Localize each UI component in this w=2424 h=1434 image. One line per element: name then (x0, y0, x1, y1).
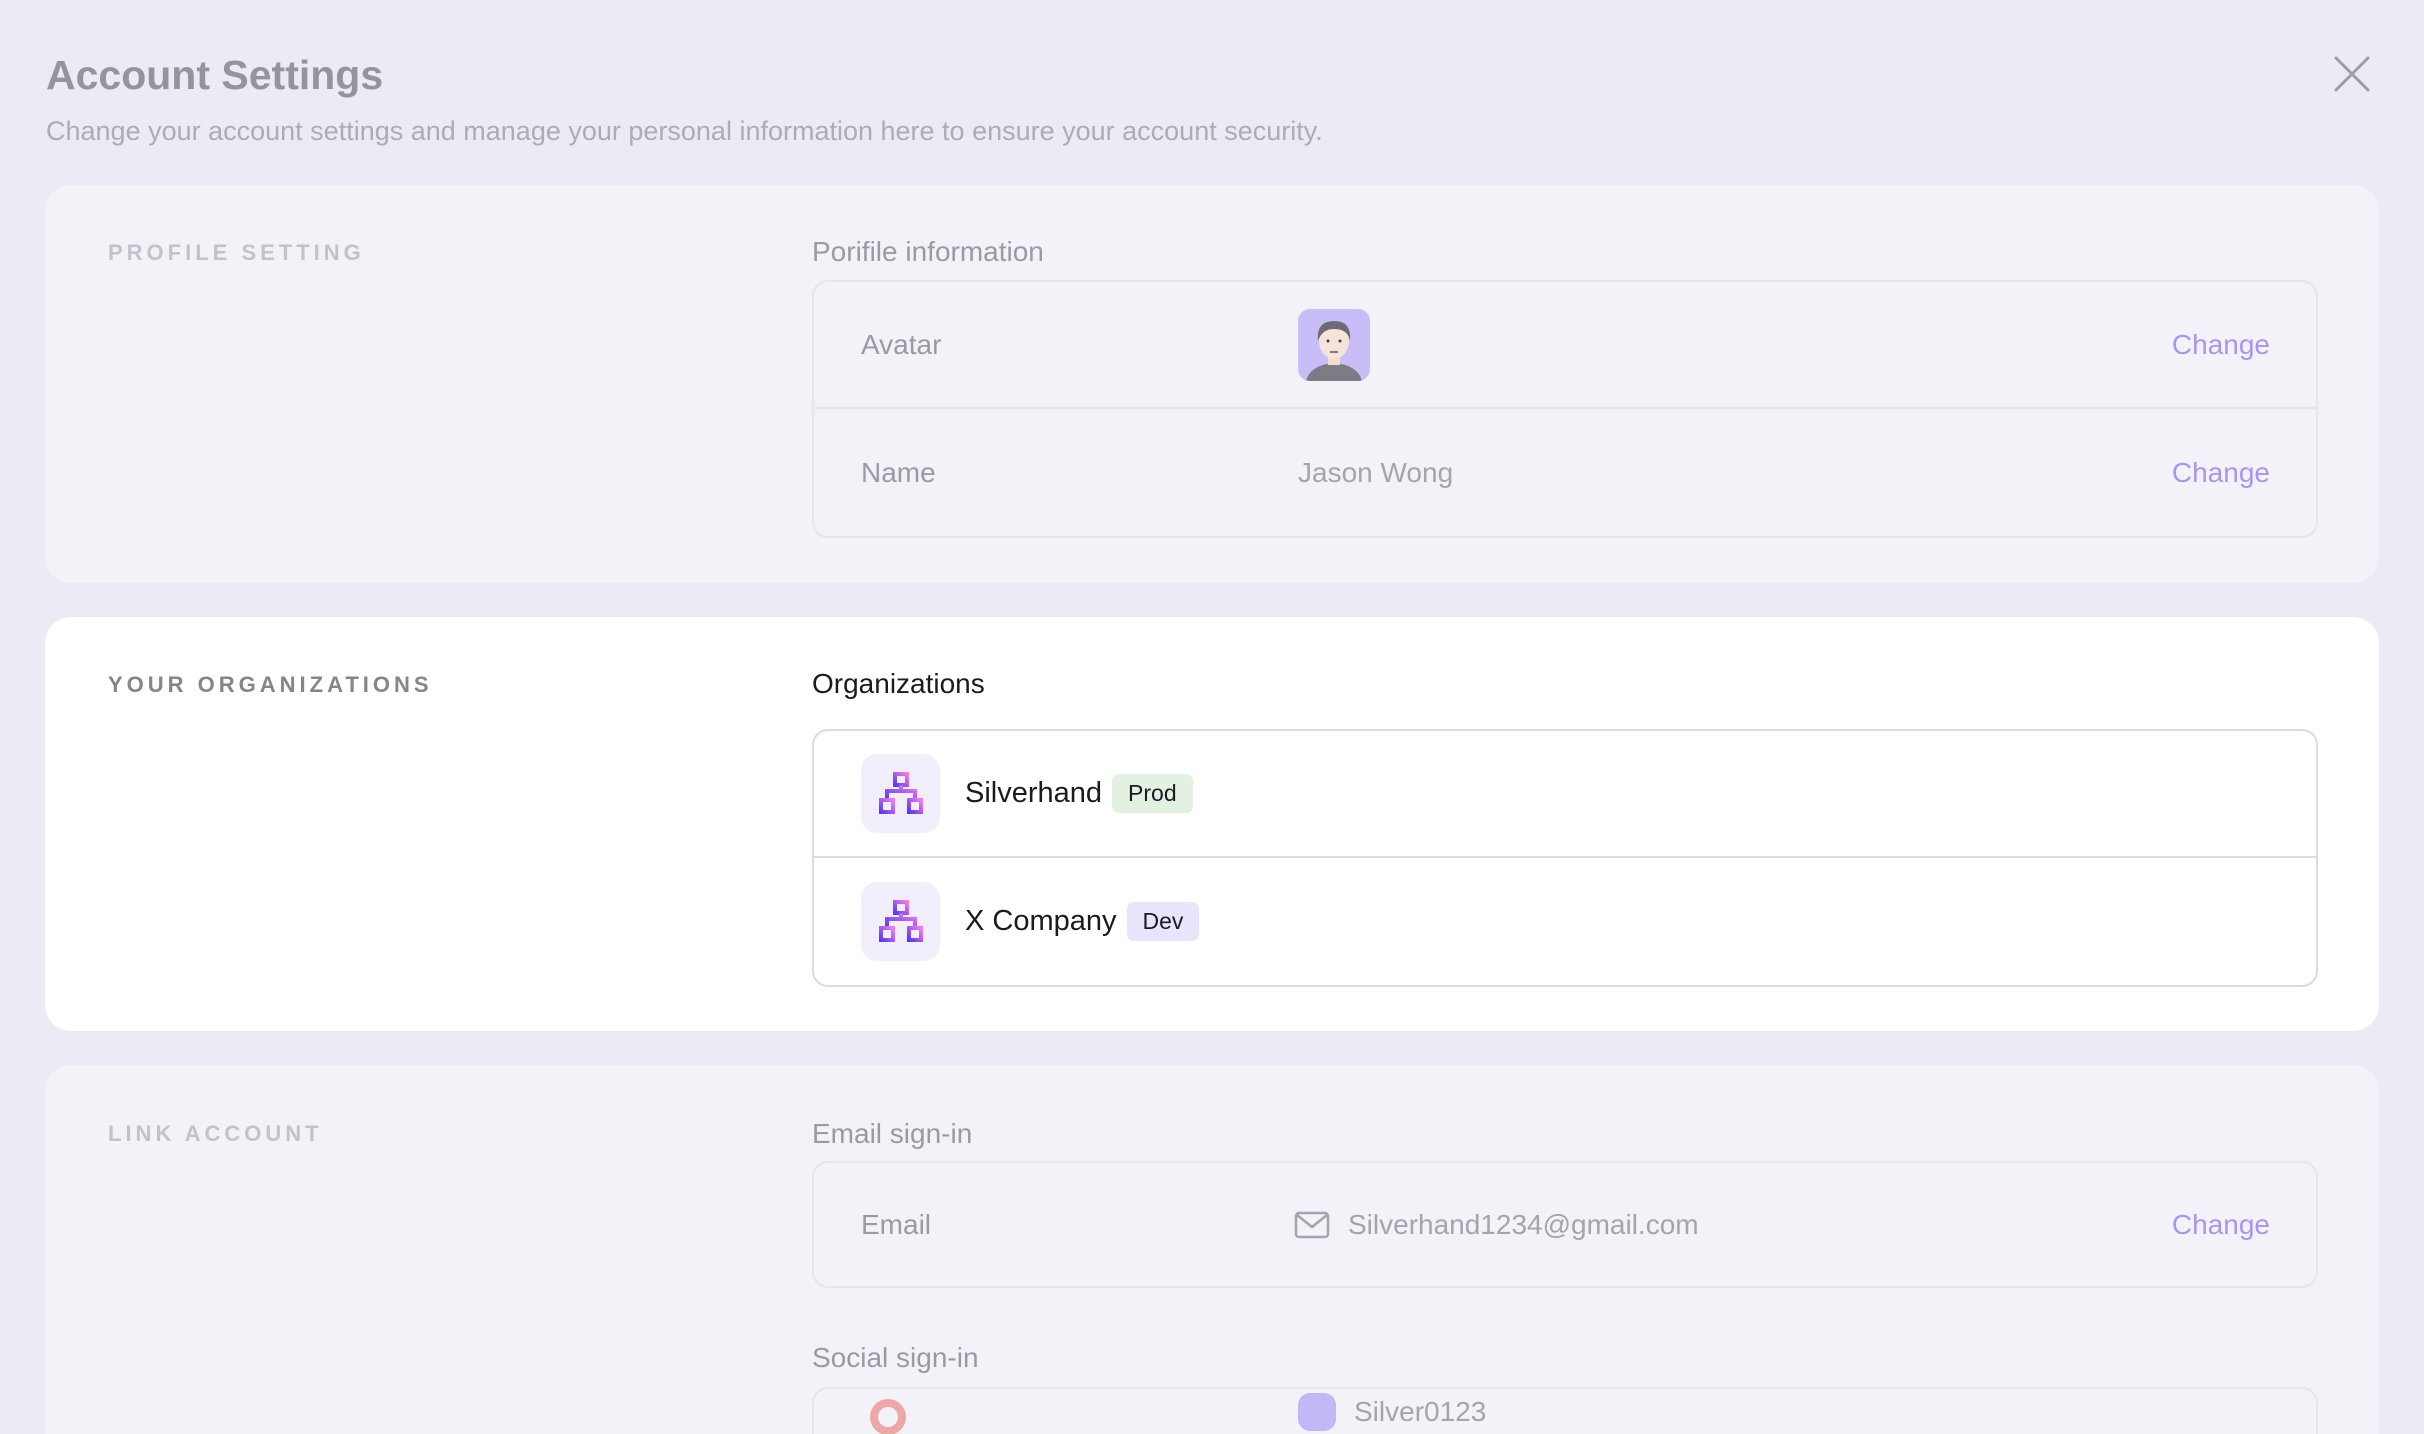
section-label: YOUR ORGANIZATIONS (108, 672, 433, 697)
social-signin-title: Social sign-in (812, 1342, 979, 1373)
profile-setting-card: PROFILE SETTING Porifile information Ava… (45, 185, 2379, 583)
google-icon (870, 1399, 906, 1434)
page-subtitle: Change your account settings and manage … (46, 116, 1323, 146)
change-avatar-button[interactable]: Change (2171, 328, 2270, 360)
link-account-card: LINK ACCOUNT Email sign-in Email Silverh… (45, 1065, 2379, 1434)
social-box: Silver0123 (812, 1387, 2318, 1434)
avatar (1298, 308, 1370, 381)
email-label: Email (861, 1208, 932, 1240)
social-avatar (1298, 1393, 1336, 1431)
social-username: Silver0123 (1354, 1396, 1487, 1427)
email-signin-title: Email sign-in (812, 1118, 973, 1149)
email-box: Email Silverhand1234@gmail.com Change (812, 1161, 2318, 1288)
env-badge: Prod (1112, 774, 1193, 813)
organizations-list: Silverhand Prod X Company Dev (812, 729, 2318, 987)
org-item-silverhand[interactable]: Silverhand Prod (814, 731, 2316, 858)
org-name: Silverhand (965, 777, 1103, 809)
mail-icon (1294, 1211, 1330, 1238)
profile-info-title: Porifile information (812, 236, 1044, 267)
change-name-button[interactable]: Change (2171, 456, 2270, 488)
org-item-x-company[interactable]: X Company Dev (814, 858, 2316, 985)
avatar-value (1298, 308, 1370, 381)
social-row: Silver0123 (814, 1389, 2316, 1434)
close-icon[interactable] (2334, 56, 2370, 92)
avatar-label: Avatar (861, 328, 942, 360)
page-title: Account Settings (46, 52, 384, 98)
name-row: Name Jason Wong Change (814, 409, 2316, 536)
organization-icon (861, 754, 940, 833)
organizations-card: YOUR ORGANIZATIONS Organizations Silverh… (45, 617, 2379, 1031)
name-value: Jason Wong (1298, 456, 1454, 488)
env-badge: Dev (1126, 902, 1200, 941)
organization-icon (861, 882, 940, 961)
profile-info-box: Avatar Change Name Jason Wong Change (812, 280, 2318, 538)
email-value: Silverhand1234@gmail.com (1348, 1208, 1699, 1240)
section-label: LINK ACCOUNT (108, 1121, 323, 1146)
org-name: X Company (965, 905, 1117, 937)
organizations-title: Organizations (812, 668, 985, 699)
avatar-row: Avatar Change (814, 282, 2316, 409)
email-row: Email Silverhand1234@gmail.com Change (814, 1163, 2316, 1286)
section-label: PROFILE SETTING (108, 240, 365, 265)
name-label: Name (861, 456, 936, 488)
change-email-button[interactable]: Change (2171, 1208, 2270, 1240)
